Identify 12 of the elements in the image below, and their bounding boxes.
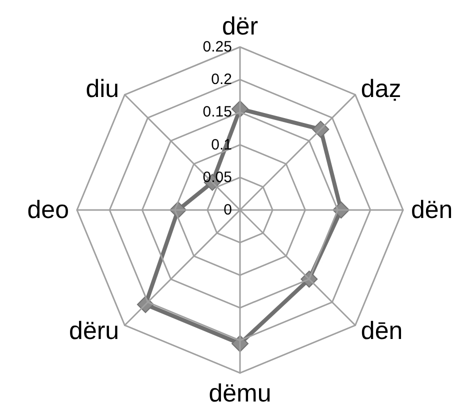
spoke-label: dēn (360, 316, 403, 345)
spoke-label: dën (411, 196, 453, 224)
spoke-label: dëru (69, 316, 120, 345)
spoke-label: dëmu (208, 380, 272, 408)
spoke-label: daẓ (360, 75, 402, 104)
y-tick-label: 0.25 (202, 38, 232, 56)
spoke-label: diu (86, 75, 120, 104)
y-tick-label: 0.15 (202, 104, 232, 121)
spoke-label: deo (27, 196, 69, 224)
spoke-label: dër (222, 12, 258, 40)
y-tick-label: 0.2 (211, 71, 232, 88)
y-tick-label: 0 (224, 202, 232, 218)
